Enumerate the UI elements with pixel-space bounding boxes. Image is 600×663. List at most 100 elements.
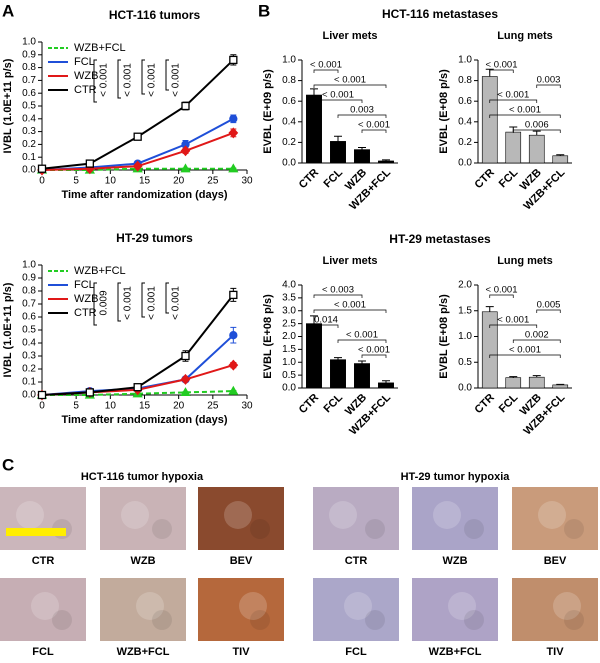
texture (152, 610, 172, 630)
y-tick-label: 0.2 (282, 137, 296, 148)
bracket (337, 114, 387, 118)
comparison-label: 0.005 (537, 300, 561, 311)
x-tick-label: FCL (497, 391, 521, 415)
bar (330, 359, 346, 389)
y-tick-label: 1.0 (282, 55, 296, 66)
marker (228, 163, 239, 173)
annotation: 0.009 (99, 290, 110, 315)
y-tick-label: 1.0 (22, 37, 36, 48)
y-tick-label: 0.8 (22, 62, 36, 73)
comparison-label: < 0.001 (509, 345, 541, 356)
texture (329, 501, 357, 529)
bracket (93, 59, 97, 103)
bracket (361, 354, 387, 358)
legend-label: WZB (74, 293, 98, 305)
scale-bar (6, 528, 66, 536)
y-tick-label: 2.0 (282, 331, 296, 342)
x-tick-label: FCL (322, 166, 346, 190)
texture (538, 501, 566, 529)
bar (306, 94, 322, 164)
bracket (512, 339, 561, 343)
texture (564, 519, 584, 539)
y-tick-label: 0.4 (22, 338, 36, 349)
series-line (41, 294, 235, 396)
x-tick-label: 20 (173, 401, 185, 412)
bracket (536, 309, 561, 313)
y-tick-label: 0.2 (22, 364, 36, 375)
y-tick-label: 3.5 (282, 293, 296, 304)
annotation: < 0.001 (123, 63, 134, 97)
section-title: HT-29 metastases (389, 232, 491, 246)
bar (481, 311, 498, 389)
x-tick-label: 15 (139, 176, 151, 187)
x-tick-label: 30 (241, 401, 253, 412)
y-tick-label: 0.4 (22, 113, 36, 124)
y-tick-label: 2.0 (458, 280, 472, 291)
series-line (41, 59, 235, 170)
image-label: WZB (130, 555, 155, 567)
image-label: WZB+FCL (429, 646, 482, 658)
image-label: WZB+FCL (117, 646, 170, 658)
x-tick-label: 10 (105, 176, 117, 187)
panel-label: B (258, 1, 270, 20)
micrograph (313, 487, 399, 550)
texture (136, 592, 164, 620)
y-tick-label: 0.1 (22, 152, 36, 163)
x-axis-label: Time after randomization (days) (61, 414, 227, 426)
texture (52, 610, 72, 630)
texture (152, 519, 172, 539)
micrograph (412, 487, 498, 550)
comparison-label: 0.002 (525, 330, 549, 341)
bracket (141, 59, 145, 95)
marker (180, 387, 191, 397)
y-tick-label: 0.7 (22, 299, 36, 310)
bracket (313, 99, 363, 103)
legend-label: WZB (74, 70, 98, 82)
bracket (536, 84, 561, 88)
comparison-label: < 0.001 (497, 315, 529, 326)
chart-title: HT-29 tumors (116, 231, 193, 245)
y-tick-label: 0.6 (22, 312, 36, 323)
annotation: < 0.001 (171, 286, 182, 320)
image-label: CTR (345, 555, 368, 567)
y-axis-label: EVBL (E+09 p/s) (262, 69, 274, 154)
legend-label: WZB+FCL (74, 42, 126, 54)
panel-label: A (2, 1, 14, 20)
bar (528, 134, 545, 164)
marker (37, 390, 47, 400)
texture (433, 501, 461, 529)
y-tick-label: 1.5 (282, 344, 296, 355)
error-bar (358, 147, 366, 150)
bracket (117, 282, 121, 322)
comparison-label: 0.003 (537, 75, 561, 86)
micrograph (100, 578, 186, 641)
y-axis-label: IVBL (1.0E+11 p/s) (2, 282, 14, 377)
texture (250, 610, 270, 630)
texture (464, 610, 484, 630)
bracket (489, 324, 538, 328)
marker (229, 331, 238, 340)
bracket (512, 129, 561, 133)
marker (181, 351, 190, 361)
comparison-label: < 0.001 (358, 345, 390, 356)
image-label: BEV (230, 555, 253, 567)
bracket (489, 294, 514, 298)
y-axis-label: EVBL (E+08 p/s) (438, 294, 450, 379)
comparison-label: < 0.001 (334, 300, 366, 311)
y-tick-label: 0.8 (282, 75, 296, 86)
y-tick-label: 0.6 (458, 96, 472, 107)
texture (31, 592, 59, 620)
texture (224, 501, 252, 529)
marker (180, 373, 191, 385)
x-tick-label: 30 (241, 176, 253, 187)
bracket (313, 84, 387, 88)
y-tick-label: 0.4 (458, 116, 472, 127)
bracket (489, 99, 538, 103)
image-label: TIV (232, 646, 250, 658)
texture (464, 519, 484, 539)
y-tick-label: 0.4 (282, 116, 296, 127)
marker (228, 359, 239, 371)
chart-title: HCT-116 tumors (109, 8, 201, 22)
bracket (313, 309, 387, 313)
